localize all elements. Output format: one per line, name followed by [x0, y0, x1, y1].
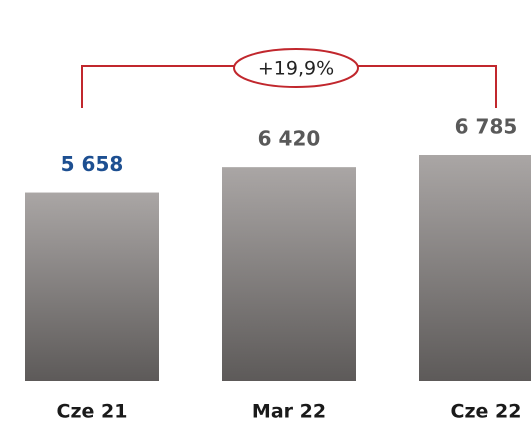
value-label: 6 420	[258, 127, 321, 151]
x-tick-label: Mar 22	[252, 401, 326, 423]
comparison-bracket	[81, 48, 497, 108]
bar	[25, 192, 159, 381]
bar	[419, 155, 531, 381]
x-tick-label: Cze 22	[451, 401, 522, 423]
value-label: 5 658	[61, 152, 124, 176]
change-annotation: +19,9%	[258, 58, 334, 80]
x-tick-label: Cze 21	[57, 401, 128, 423]
value-label: 6 785	[455, 115, 518, 139]
bar	[222, 167, 356, 381]
